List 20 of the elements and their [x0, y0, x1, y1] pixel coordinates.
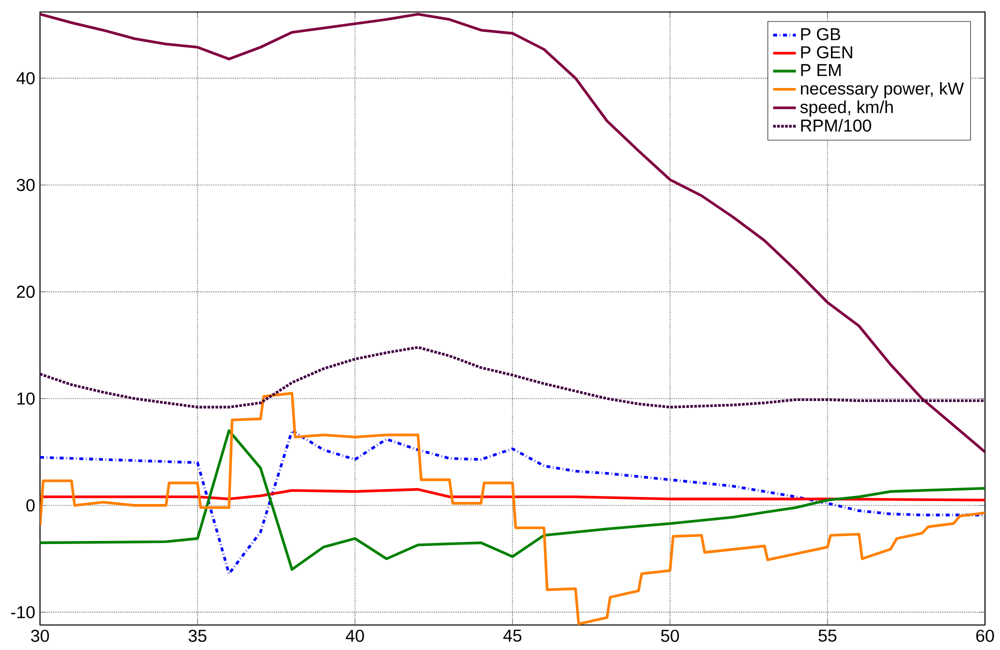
- y-tick-label: -10: [11, 606, 35, 618]
- x-tick-label: 55: [818, 630, 836, 642]
- legend-label: P GEN: [801, 46, 852, 58]
- legend-label: necessary power, kW: [800, 82, 964, 98]
- line-series: [40, 392, 986, 625]
- y-tick-label: 20: [16, 286, 35, 298]
- x-tick-label: 30: [31, 630, 49, 642]
- y-tick-label: 10: [17, 392, 35, 405]
- x-tick-label: 35: [188, 630, 206, 642]
- x-tick-label: 45: [503, 630, 522, 642]
- y-tick-label: 0: [26, 499, 35, 512]
- legend-label: speed, km/h: [800, 100, 893, 117]
- legend-label: P EM: [801, 64, 841, 76]
- x-tick-label: 50: [661, 630, 679, 642]
- y-tick-label: 30: [16, 178, 35, 192]
- legend-label: RPM/100: [801, 119, 872, 132]
- x-tick-label: 60: [976, 630, 994, 642]
- x-tick-label: 40: [346, 630, 364, 642]
- legend-label: P GB: [801, 28, 840, 40]
- y-tick-label: 40: [16, 72, 35, 84]
